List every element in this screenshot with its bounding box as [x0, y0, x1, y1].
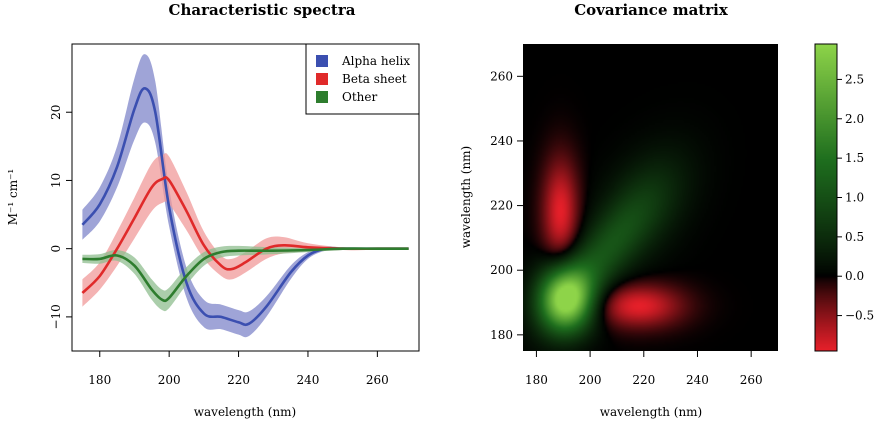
other-line [82, 247, 409, 303]
y-tick-label: 260 [490, 69, 513, 83]
covariance-ylabel: wavelength (nm) [459, 146, 473, 249]
y-tick-label: 220 [490, 199, 513, 213]
spectra-plot-frame [71, 43, 420, 352]
covariance-xlabel: wavelength (nm) [600, 405, 703, 419]
x-tick-label: 220 [227, 373, 250, 387]
colorbar-axis: 2.5 2.0 1.5 1.0 0.5 0.0 −0.5 [837, 72, 874, 323]
other-band [82, 245, 409, 312]
colorbar-tick-label: −0.5 [845, 309, 874, 323]
x-tick-label: 200 [158, 373, 181, 387]
spectra-title: Characteristic spectra [169, 1, 356, 19]
y-tick-label: 10 [49, 173, 63, 188]
x-tick-label: 200 [579, 373, 602, 387]
covariance-axes: 180 200 220 240 260 180 200 220 240 260 [490, 69, 763, 387]
legend-label: Beta sheet [342, 72, 407, 86]
legend-swatch [316, 73, 328, 85]
colorbar-tick-label: 1.0 [845, 191, 864, 205]
colorbar-tick-label: 2.0 [845, 112, 864, 126]
covariance-title: Covariance matrix [574, 1, 729, 19]
x-tick-label: 260 [740, 373, 763, 387]
legend-label: Alpha helix [341, 54, 410, 68]
x-tick-label: 240 [297, 373, 320, 387]
spectra-chart: Characteristic spectra 180 200 220 240 260−1… [6, 1, 420, 419]
y-tick-label: 20 [49, 105, 63, 120]
beta-sheet-line [81, 176, 409, 294]
covariance-heatmap [523, 44, 778, 351]
spectra-series [81, 54, 409, 338]
spectra-ylabel: M⁻¹ cm⁻¹ [6, 169, 20, 226]
colorbar-tick-label: 1.5 [845, 151, 864, 165]
legend-label: Other [342, 90, 377, 104]
x-tick-label: 240 [686, 373, 709, 387]
colorbar-tick-label: 2.5 [845, 72, 864, 86]
covariance-chart: Covariance matrix 180 200 220 240 260 180 200 2… [459, 1, 874, 419]
spectra-legend: Alpha helix Beta sheet Other [305, 43, 420, 115]
spectra-axes: 180 200 220 240 260 −10 0 10 20 [49, 105, 389, 387]
y-tick-label: 200 [490, 263, 513, 277]
x-tick-label: 220 [632, 373, 655, 387]
y-tick-label: 240 [490, 134, 513, 148]
legend-swatch [316, 55, 328, 67]
beta-sheet-band [82, 153, 409, 307]
y-tick-label: 0 [49, 245, 63, 253]
x-tick-label: 180 [525, 373, 548, 387]
colorbar [815, 44, 837, 351]
legend-swatch [316, 91, 328, 103]
x-tick-label: 260 [366, 373, 389, 387]
y-tick-label: 180 [490, 328, 513, 342]
colorbar-tick-label: 0.0 [845, 269, 864, 283]
x-tick-label: 180 [88, 373, 111, 387]
colorbar-tick-label: 0.5 [845, 230, 864, 244]
spectra-xlabel: wavelength (nm) [194, 405, 297, 419]
y-tick-label: −10 [49, 304, 63, 329]
